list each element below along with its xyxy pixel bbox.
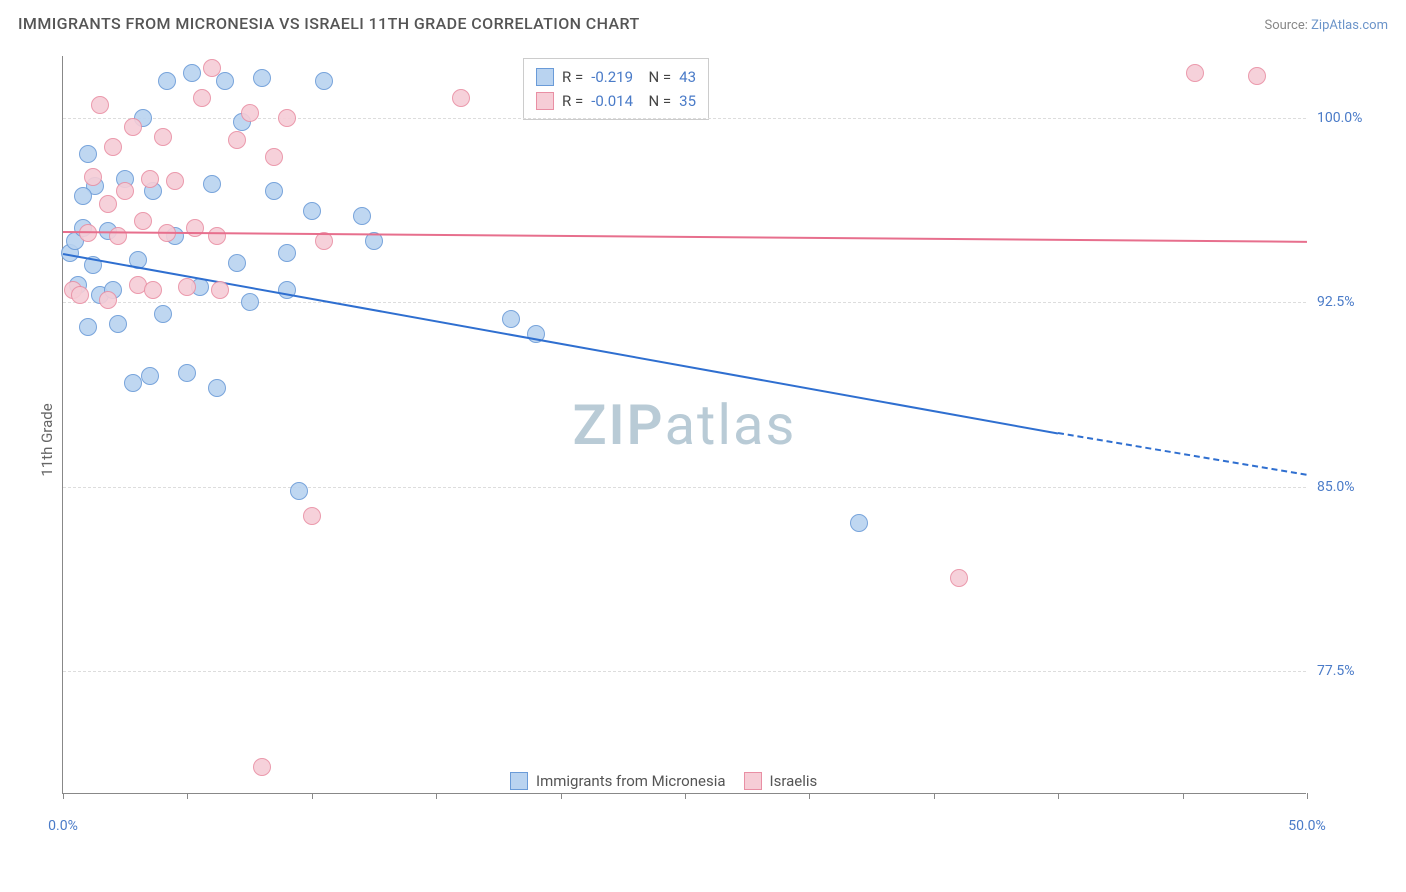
legend-row: R = -0.219 N = 43: [536, 65, 696, 89]
data-point: [203, 59, 221, 77]
data-point: [79, 145, 97, 163]
xtick: [685, 793, 686, 799]
xtick-label: 0.0%: [48, 818, 78, 834]
r-value: -0.219: [591, 65, 633, 89]
legend-swatch: [744, 772, 762, 790]
xtick-label: 50.0%: [1288, 818, 1326, 834]
legend-item: Immigrants from Micronesia: [510, 772, 726, 790]
legend-label: Immigrants from Micronesia: [536, 772, 726, 790]
legend-label: Israelis: [770, 772, 818, 790]
chart-container: IMMIGRANTS FROM MICRONESIA VS ISRAELI 11…: [10, 10, 1396, 882]
chart-title: IMMIGRANTS FROM MICRONESIA VS ISRAELI 11…: [18, 14, 640, 33]
legend-swatch: [536, 92, 554, 110]
data-point: [154, 128, 172, 146]
series-legend: Immigrants from Micronesia Israelis: [510, 772, 817, 790]
data-point: [104, 138, 122, 156]
source-link[interactable]: ZipAtlas.com: [1311, 18, 1388, 33]
data-point: [241, 293, 259, 311]
gridline: [63, 671, 1306, 672]
xtick: [436, 793, 437, 799]
data-point: [208, 379, 226, 397]
data-point: [144, 281, 162, 299]
data-point: [109, 315, 127, 333]
data-point: [208, 227, 226, 245]
data-point: [154, 305, 172, 323]
data-point: [186, 219, 204, 237]
data-point: [141, 367, 159, 385]
data-point: [91, 96, 109, 114]
r-value: -0.014: [591, 89, 633, 113]
xtick: [1058, 793, 1059, 799]
data-point: [178, 364, 196, 382]
data-point: [166, 172, 184, 190]
ytick-label: 77.5%: [1317, 663, 1355, 679]
ytick-label: 85.0%: [1317, 479, 1355, 495]
data-point: [315, 72, 333, 90]
data-point: [303, 202, 321, 220]
data-point: [116, 182, 134, 200]
data-point: [241, 104, 259, 122]
data-point: [290, 482, 308, 500]
ytick-label: 100.0%: [1317, 110, 1362, 126]
data-point: [265, 182, 283, 200]
data-point: [278, 244, 296, 262]
data-point: [141, 170, 159, 188]
data-point: [253, 69, 271, 87]
data-point: [1186, 64, 1204, 82]
xtick: [312, 793, 313, 799]
legend-row: R = -0.014 N = 35: [536, 89, 696, 113]
data-point: [178, 278, 196, 296]
data-point: [278, 109, 296, 127]
data-point: [158, 72, 176, 90]
data-point: [452, 89, 470, 107]
xtick: [187, 793, 188, 799]
data-point: [850, 514, 868, 532]
data-point: [79, 318, 97, 336]
data-point: [99, 291, 117, 309]
gridline: [63, 487, 1306, 488]
xtick: [63, 793, 64, 799]
data-point: [950, 569, 968, 587]
legend-swatch: [510, 772, 528, 790]
legend-swatch: [536, 68, 554, 86]
data-point: [74, 187, 92, 205]
data-point: [109, 227, 127, 245]
legend-item: Israelis: [744, 772, 818, 790]
data-point: [124, 374, 142, 392]
data-point: [193, 89, 211, 107]
data-point: [253, 758, 271, 776]
xtick: [934, 793, 935, 799]
data-point: [211, 281, 229, 299]
data-point: [99, 195, 117, 213]
data-point: [124, 118, 142, 136]
xtick: [1307, 793, 1308, 799]
xtick: [1183, 793, 1184, 799]
data-point: [228, 254, 246, 272]
n-value: 43: [679, 65, 696, 89]
plot-area: ZIPatlas R = -0.219 N = 43R = -0.014 N =…: [62, 56, 1306, 794]
data-point: [71, 286, 89, 304]
trend-line: [63, 231, 1307, 243]
xtick: [809, 793, 810, 799]
source-label: Source: ZipAtlas.com: [1264, 18, 1388, 33]
data-point: [353, 207, 371, 225]
watermark: ZIPatlas: [573, 392, 797, 458]
data-point: [203, 175, 221, 193]
yaxis-title: 11th Grade: [38, 403, 56, 476]
data-point: [303, 507, 321, 525]
data-point: [502, 310, 520, 328]
data-point: [134, 212, 152, 230]
trend-line: [63, 253, 1059, 435]
data-point: [228, 131, 246, 149]
n-value: 35: [679, 89, 696, 113]
xtick: [561, 793, 562, 799]
data-point: [84, 168, 102, 186]
data-point: [1248, 67, 1266, 85]
ytick-label: 92.5%: [1317, 294, 1355, 310]
data-point: [265, 148, 283, 166]
header: IMMIGRANTS FROM MICRONESIA VS ISRAELI 11…: [10, 10, 1396, 41]
correlation-legend: R = -0.219 N = 43R = -0.014 N = 35: [523, 58, 709, 120]
trend-line: [1058, 432, 1307, 476]
data-point: [183, 64, 201, 82]
